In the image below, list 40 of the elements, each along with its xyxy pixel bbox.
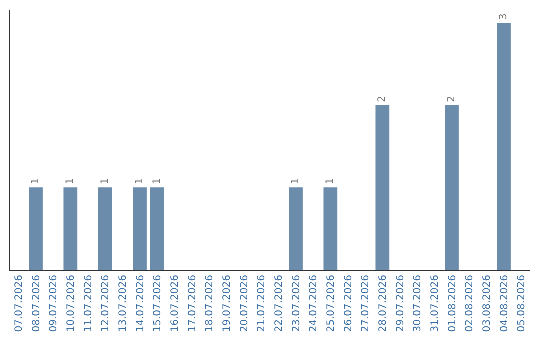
x-tick-label: 11.07.2026 [83,275,94,332]
x-tick-label: 05.08.2026 [516,275,528,332]
x-tick-label: 09.07.2026 [48,275,60,332]
x-tick-label: 28.07.2026 [378,275,389,332]
x-tick-label: 01.08.2026 [447,275,458,332]
x-tick-label: 24.07.2026 [308,275,320,332]
x-tick-label: 26.07.2026 [343,275,354,332]
x-tick-label: 20.07.2026 [239,275,250,332]
x-tick-label: 16.07.2026 [170,275,181,332]
x-tick-label: 12.07.2026 [100,275,112,332]
x-tick-label: 27.07.2026 [360,275,372,332]
x-tick-label: 17.07.2026 [187,275,198,332]
data-label: 1 [152,178,163,185]
x-tick-label: 03.08.2026 [482,275,493,332]
x-tick-label: 14.07.2026 [135,275,146,332]
x-tick-label: 22.07.2026 [274,275,285,332]
data-label: 1 [325,178,336,185]
x-tick-label: 19.07.2026 [222,275,233,332]
data-label: 1 [100,178,111,185]
x-tick-label: 31.07.2026 [430,275,441,332]
x-tick-label: 13.07.2026 [118,275,129,332]
x-tick-label: 10.07.2026 [66,275,77,332]
x-tick-label: 18.07.2026 [204,275,216,332]
data-label: 2 [446,96,458,102]
x-tick-label: 21.07.2026 [256,275,268,332]
data-label: 1 [290,178,302,185]
data-label: 1 [134,178,146,185]
x-tick-label: 04.08.2026 [499,275,510,332]
x-tick-label: 07.07.2026 [14,275,25,332]
data-label: 1 [65,178,76,185]
data-label: 1 [30,178,42,185]
x-tick-label: 25.07.2026 [326,275,337,332]
data-label: 2 [377,96,388,102]
data-label: 3 [498,14,510,20]
x-tick-label: 23.07.2026 [291,275,302,332]
x-tick-label: 02.08.2026 [464,275,476,332]
x-tick-label: 30.07.2026 [412,275,424,332]
x-tick-label: 29.07.2026 [395,275,406,332]
x-tick-label: 15.07.2026 [152,275,164,332]
x-tick-label: 08.07.2026 [31,275,42,332]
